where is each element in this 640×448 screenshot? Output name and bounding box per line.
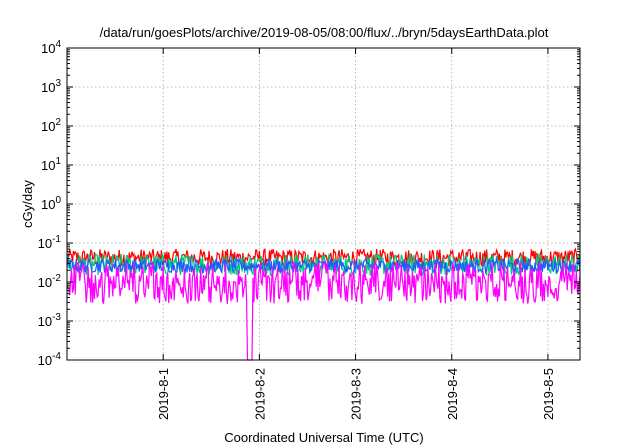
y-tick-exponent: -2 xyxy=(52,273,61,284)
y-tick-exponent: -4 xyxy=(52,351,61,362)
y-tick-label: 100 xyxy=(41,195,61,212)
y-tick-exponent: 4 xyxy=(55,39,61,50)
y-axis-label: cGy/day xyxy=(20,180,35,228)
y-tick-exponent: -1 xyxy=(52,234,61,245)
chart-title: /data/run/goesPlots/archive/2019-08-05/0… xyxy=(100,25,549,40)
x-tick-label: 2019-8-3 xyxy=(349,368,364,420)
y-tick-exponent: 3 xyxy=(55,78,61,89)
y-tick-exponent: 0 xyxy=(55,195,61,206)
y-tick-label: 102 xyxy=(41,117,61,134)
series-group xyxy=(66,247,581,361)
x-tick-label: 2019-8-2 xyxy=(252,368,267,420)
y-tick-exponent: -3 xyxy=(52,312,61,323)
series-line xyxy=(66,260,581,361)
grid xyxy=(67,48,580,360)
x-tick-label: 2019-8-1 xyxy=(156,368,171,420)
x-tick-label: 2019-8-5 xyxy=(541,368,556,420)
y-tick-label: 10-2 xyxy=(38,273,62,290)
series-line xyxy=(66,247,581,269)
y-tick-exponent: 1 xyxy=(55,156,61,167)
x-axis-label: Coordinated Universal Time (UTC) xyxy=(224,430,423,445)
y-tick-label: 103 xyxy=(41,78,61,95)
x-tick-label: 2019-8-4 xyxy=(445,368,460,420)
y-tick-label: 104 xyxy=(41,39,61,56)
y-tick-label: 10-1 xyxy=(38,234,62,251)
y-tick-exponent: 2 xyxy=(55,117,61,128)
y-tick-label: 101 xyxy=(41,156,61,173)
y-tick-label: 10-4 xyxy=(38,351,62,368)
y-tick-label: 10-3 xyxy=(38,312,62,329)
x-ticks: 2019-8-1 2019-8-2 2019-8-3 2019-8-4 2019-8-5 xyxy=(156,48,556,420)
